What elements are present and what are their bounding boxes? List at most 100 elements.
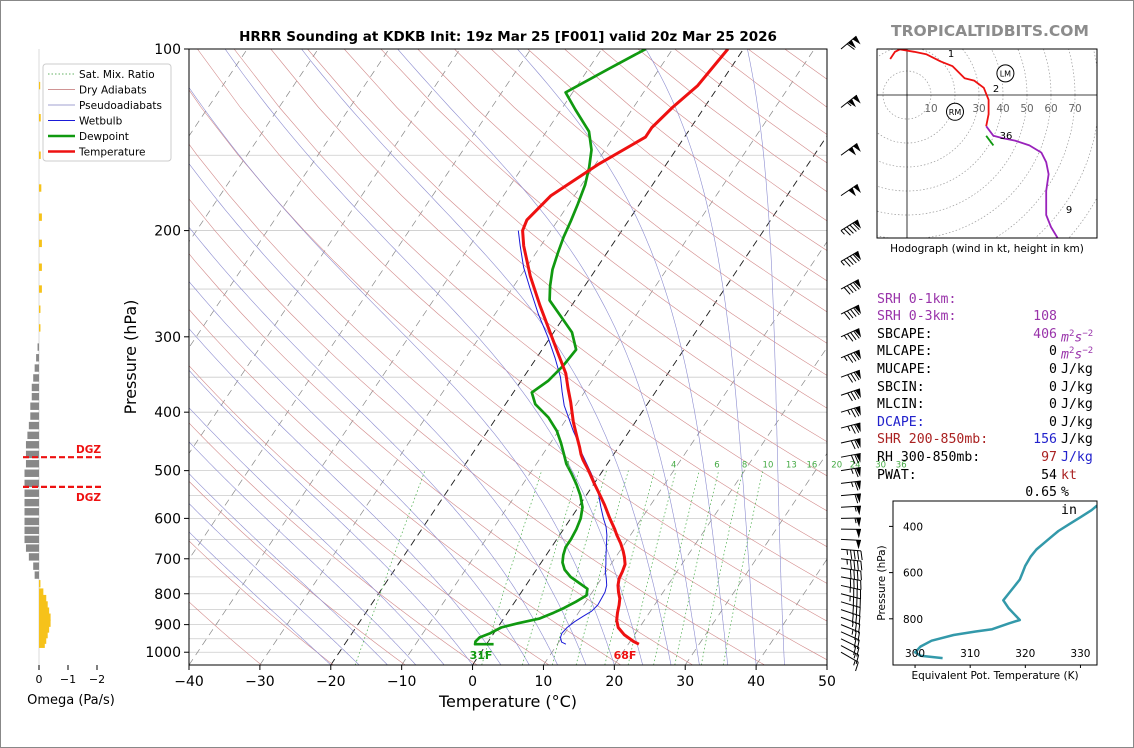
hodograph-ring-label: 70 [1068,103,1081,115]
wind-barb-feather [859,607,861,617]
wind-barb-flag [854,328,862,338]
surface-dewpoint-label: 31F [470,649,493,662]
param-unit: % [1061,485,1069,501]
param-value: 0.65 [1025,485,1057,501]
wind-barb-feather [849,224,857,232]
mixing-ratio-label: 4 [671,461,676,471]
omega-bar [24,479,39,488]
pseudoadiabat [189,163,587,665]
isotherm-line [1,49,35,665]
param-value: 0 [1049,379,1057,395]
theta-e-plot-area [913,504,1097,660]
dry-adiabat [189,601,262,665]
wind-barb-feather [853,645,857,656]
omega-bar [39,619,51,627]
omega-bar [39,213,42,221]
wind-barb-staff [840,452,861,458]
isotherm-line [189,49,390,349]
wind-barb-feather [843,259,851,267]
legend-label: Temperature [78,147,146,159]
dry-adiabat [270,49,827,512]
omega-bar [39,285,42,293]
wind-barb-flag [855,438,861,448]
mixing-ratio-label: 13 [786,461,797,471]
pseudoadiabat [189,407,445,665]
mixing-ratio-label: 36 [896,461,907,471]
isotherm-line [189,49,532,560]
pseudoadiabat [189,86,615,665]
wind-barb-feather [854,439,860,449]
theta-e-frame [892,500,1098,666]
wind-barb-feather [855,606,858,616]
isotherm-line [543,241,827,665]
theta-e-x-tick-label: 320 [1015,648,1035,660]
mixing-ratio-label: 6 [714,461,719,471]
wind-barb-half-feather [851,629,854,635]
chart-title: HRRR Sounding at KDKB Init: 19z Mar 25 [… [239,29,777,45]
skewt-plot-area [1,49,827,665]
omega-bar [39,184,42,192]
param-unit: J/kg [1061,379,1093,395]
omega-bar [30,412,39,420]
omega-bar [25,544,39,552]
y-tick-label: 800 [154,587,181,603]
dry-adiabat [380,49,827,409]
param-label: MLCAPE: [877,344,933,360]
x-tick-label: 40 [747,674,765,690]
mixing-ratio-label: 16 [806,461,817,471]
param-unit-srh: m2s−2 [1061,346,1094,363]
wind-barb-feather [849,255,857,264]
mixing-ratio-label: 30 [875,461,886,471]
wind-barb-half-feather [847,409,851,415]
wind-barb-feather [850,440,856,450]
wind-barb-feather [852,222,860,231]
wind-barb-feather [853,372,860,381]
param-row-srh-3km: SRH 0-3km: 406 m2s−2 [877,291,1097,363]
wind-barbs [840,35,863,672]
isotherm-line [189,49,461,455]
param-row-rh: RH 300-850mb: 54 % [877,431,1097,500]
wind-barb-flag [855,493,861,503]
param-value: 406 [1033,326,1057,342]
dry-adiabat [189,422,478,665]
wind-barb-flag [855,422,861,433]
param-label: SBCAPE: [877,326,933,342]
omega-bar [24,469,39,477]
omega-bar [30,402,39,410]
theta-e-profile [913,504,1097,660]
isotherm-line [259,49,673,665]
omega-bar [39,151,41,159]
legend-label: Dry Adiabats [79,85,147,97]
wind-barb-flag [855,529,861,539]
param-unit-srh: m2s−2 [1061,328,1094,346]
wind-barb-feather [846,285,854,294]
wind-barb-flag [853,219,862,229]
param-label: SHR 200-850mb: [877,432,989,448]
wind-barb-feather [853,352,860,361]
wind-barb-feather [849,283,857,292]
omega-bar [24,489,39,497]
wind-barb-feather [854,468,859,478]
omega-bar [24,498,39,507]
wind-barb-flag [855,540,861,550]
wind-barb-flag [853,251,862,261]
wind-barb-half-feather [840,261,845,266]
pseudoadiabat [189,441,417,665]
isotherm-line [401,49,815,665]
x-tick-label: 10 [535,674,553,690]
wind-barb-feather [853,307,860,316]
param-value: 0 [1049,361,1057,377]
wind-barb-feather [846,257,854,266]
wind-barb-feather [860,570,862,581]
wind-barb-feather [856,639,860,650]
wind-barb-feather [849,559,852,570]
hodograph-trace [985,135,995,146]
param-label: SRH 0-3km: [877,309,957,325]
pseudoadiabat [189,369,473,665]
param-row-mlcin: MLCIN: 0 J/kg [877,379,1097,447]
param-value: 108 [1033,309,1057,325]
mixing-ratio-label: 20 [831,461,842,471]
skewt-frame [188,48,828,666]
hodograph-height-label: 1 [948,49,954,60]
